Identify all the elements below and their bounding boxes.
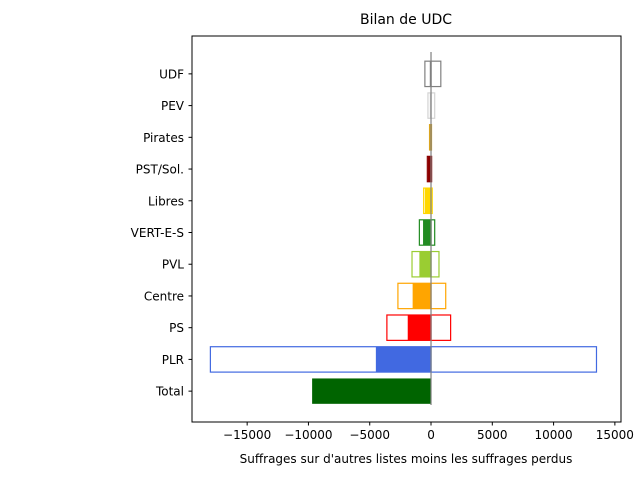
y-tick-label: PVL xyxy=(162,258,184,272)
bar-outline-gained-pvl xyxy=(430,250,440,278)
x-tick-label: −5000 xyxy=(349,428,390,442)
y-tick-label: VERT-E-S xyxy=(131,226,184,240)
bar-filled-pev xyxy=(429,92,432,119)
plot-area: Total PLR PS Centre PVL VERT-E-S Libres PST/Sol… xyxy=(131,35,634,442)
x-tick-label: −15000 xyxy=(223,428,271,442)
plot-frame xyxy=(191,35,622,423)
x-tick-label: 10000 xyxy=(534,428,572,442)
x-tick-label: 0 xyxy=(427,428,435,442)
y-tick-label: PST/Sol. xyxy=(136,163,184,177)
x-axis-label: Suffrages sur d'autres listes moins les … xyxy=(240,452,573,466)
bar-filled-libres xyxy=(424,188,432,214)
bar-filled-plr xyxy=(375,346,432,373)
bar-outline-gained-ps xyxy=(430,314,452,341)
x-tick-label: −10000 xyxy=(284,428,332,442)
x-tick-label: 15000 xyxy=(596,428,634,442)
bar-filled-ps xyxy=(407,314,432,341)
bar-filled-pst-sol- xyxy=(427,156,432,182)
bar-outline-gained-plr xyxy=(430,346,598,373)
bar-filled-vert-e-s xyxy=(423,219,432,246)
y-tick-label: UDF xyxy=(159,67,184,81)
x-tick-label: 5000 xyxy=(477,428,508,442)
y-tick-label: Total xyxy=(155,385,184,399)
y-tick-label: Libres xyxy=(148,194,184,208)
bar-filled-udf xyxy=(429,61,432,87)
chart-title: Bilan de UDC xyxy=(360,12,452,28)
bar-outline-gained-centre xyxy=(430,282,447,310)
bar-filled-total xyxy=(312,378,432,404)
y-tick-label: Centre xyxy=(144,289,184,303)
bar-outline-gained-udf xyxy=(430,60,442,88)
bar-filled-centre xyxy=(412,283,432,309)
bar-filled-pvl xyxy=(419,251,432,277)
y-tick-label: PS xyxy=(169,321,184,335)
y-tick-label: Pirates xyxy=(143,131,184,145)
y-tick-label: PLR xyxy=(162,353,184,367)
y-tick-label: PEV xyxy=(161,99,185,113)
